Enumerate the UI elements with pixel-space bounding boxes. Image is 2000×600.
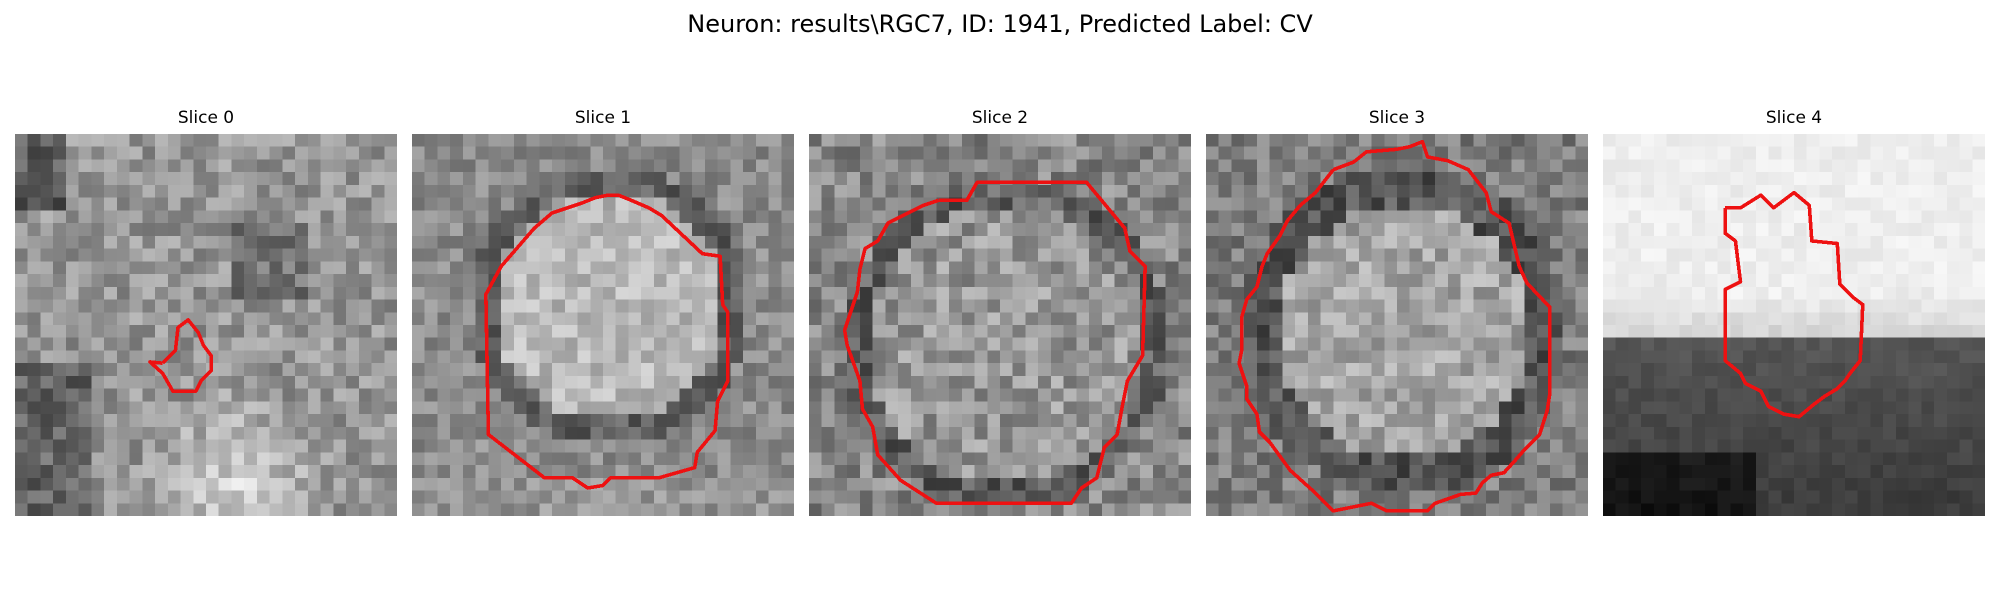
cell-contour-0 bbox=[148, 318, 213, 393]
slice-panel-0: Slice 0 bbox=[15, 108, 397, 518]
cell-contour-4 bbox=[1723, 190, 1865, 419]
figure-title: Neuron: results\RGC7, ID: 1941, Predicte… bbox=[687, 10, 1313, 38]
slice-title-0: Slice 0 bbox=[177, 108, 235, 128]
slice-image-3 bbox=[1206, 134, 1588, 516]
slice-title-2: Slice 2 bbox=[971, 108, 1029, 128]
slice-image-1 bbox=[412, 134, 794, 516]
slice-panel-2: Slice 2 bbox=[809, 108, 1191, 518]
cell-contour-2 bbox=[842, 180, 1147, 506]
slice-panel-4: Slice 4 bbox=[1603, 108, 1985, 518]
slice-panel-1: Slice 1 bbox=[412, 108, 794, 518]
slice-panel-3: Slice 3 bbox=[1206, 108, 1588, 518]
slice-title-3: Slice 3 bbox=[1368, 108, 1426, 128]
slice-image-0 bbox=[15, 134, 397, 516]
slice-title-1: Slice 1 bbox=[574, 108, 632, 128]
slice-title-4: Slice 4 bbox=[1765, 108, 1823, 128]
cell-contour-3 bbox=[1237, 139, 1552, 513]
slice-image-4 bbox=[1603, 134, 1985, 516]
slice-image-2 bbox=[809, 134, 1191, 516]
cell-contour-1 bbox=[484, 193, 730, 490]
